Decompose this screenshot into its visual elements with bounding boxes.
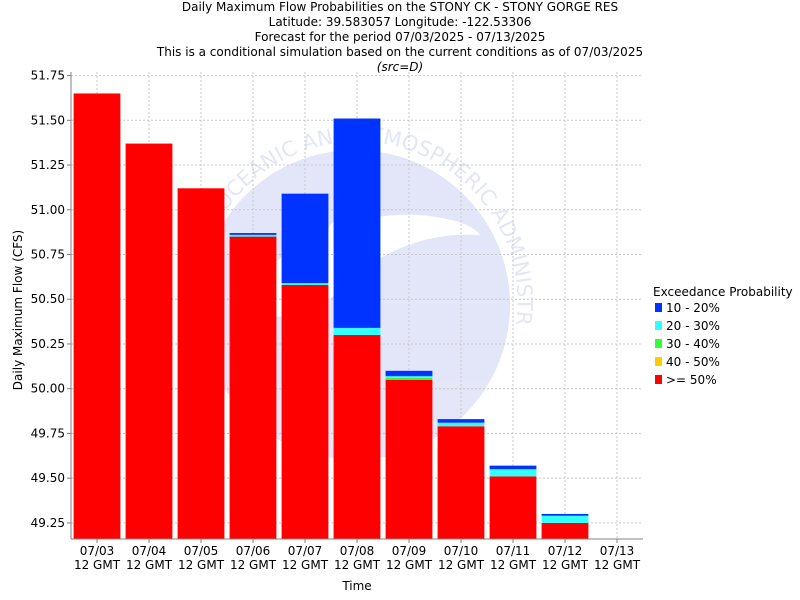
x-tick-label-date: 07/07 bbox=[288, 544, 323, 558]
y-tick-label: 51.00 bbox=[31, 203, 65, 217]
legend-item-label: 30 - 40% bbox=[666, 337, 720, 351]
chart-subtitle-conditions: This is a conditional simulation based o… bbox=[156, 45, 644, 59]
bar-segment-band-10-20 bbox=[229, 233, 277, 235]
y-tick-label: 51.25 bbox=[31, 158, 65, 172]
bar-segment-band-20-30 bbox=[333, 327, 381, 336]
bar-segment-band-ge-50 bbox=[177, 188, 225, 540]
chart-subtitle-period: Forecast for the period 07/03/2025 - 07/… bbox=[254, 30, 546, 44]
y-tick-label: 49.75 bbox=[31, 426, 65, 440]
chart-source-note: (src=D) bbox=[376, 60, 424, 74]
legend-item-label: 40 - 50% bbox=[666, 355, 720, 369]
bar-segment-band-20-30 bbox=[281, 283, 329, 285]
x-tick-label-date: 07/03 bbox=[80, 544, 115, 558]
x-tick-label-time: 12 GMT bbox=[490, 558, 537, 572]
bar-segment-band-20-30 bbox=[489, 469, 537, 477]
x-tick-label-time: 12 GMT bbox=[542, 558, 589, 572]
x-tick-label-time: 12 GMT bbox=[282, 558, 329, 572]
bar-segment-band-ge-50 bbox=[541, 522, 589, 539]
x-tick-label-date: 07/12 bbox=[548, 544, 583, 558]
y-tick-label: 49.25 bbox=[31, 516, 65, 530]
bar-segment-band-ge-50 bbox=[281, 284, 329, 539]
y-tick-label: 49.50 bbox=[31, 471, 65, 485]
y-tick-label: 51.75 bbox=[31, 69, 65, 83]
legend-swatch bbox=[655, 375, 662, 384]
y-tick-label: 51.50 bbox=[31, 113, 65, 127]
bar-segment-band-20-30 bbox=[541, 515, 589, 523]
plot-axes: 49.25 49.50 49.75 50.00 50.25 50.50 50.75 51.00… bbox=[31, 69, 643, 572]
chart-title-block: Daily Maximum Flow Probabilities on the … bbox=[0, 0, 800, 75]
bar-segment-band-ge-50 bbox=[385, 379, 433, 539]
legend-item-label: >= 50% bbox=[666, 373, 717, 387]
bar-segment-band-ge-50 bbox=[229, 236, 277, 539]
legend-item-label: 10 - 20% bbox=[666, 301, 720, 315]
bar-segment-band-10-20 bbox=[281, 193, 329, 284]
bar-segment-band-20-30 bbox=[437, 422, 485, 427]
plot-bars bbox=[73, 93, 589, 540]
y-tick-label: 50.75 bbox=[31, 248, 65, 262]
x-tick-label-date: 07/09 bbox=[392, 544, 427, 558]
legend-title: Exceedance Probability bbox=[653, 285, 793, 299]
x-axis-label: Time bbox=[341, 579, 371, 593]
legend: Exceedance Probability 10 - 20% 20 - 30% 30… bbox=[653, 285, 793, 387]
x-tick-label-date: 07/13 bbox=[600, 544, 635, 558]
legend-swatch bbox=[655, 339, 662, 348]
x-tick-label-time: 12 GMT bbox=[334, 558, 381, 572]
y-axis-label: Daily Maximum Flow (CFS) bbox=[11, 230, 25, 390]
x-tick-label-time: 12 GMT bbox=[74, 558, 121, 572]
chart-subtitle-location: Latitude: 39.583057 Longitude: -122.5330… bbox=[268, 15, 532, 29]
x-tick-label-date: 07/08 bbox=[340, 544, 375, 558]
bar-segment-band-ge-50 bbox=[333, 335, 381, 539]
y-tick-label: 50.25 bbox=[31, 337, 65, 351]
bar-segment-band-20-30 bbox=[385, 376, 433, 378]
x-tick-label-time: 12 GMT bbox=[438, 558, 485, 572]
x-tick-label-time: 12 GMT bbox=[178, 558, 225, 572]
bar-segment-band-30-40 bbox=[385, 377, 433, 380]
legend-swatch bbox=[655, 321, 662, 330]
y-tick-label: 50.00 bbox=[31, 382, 65, 396]
bar-segment-band-20-30 bbox=[229, 234, 277, 237]
chart-title: Daily Maximum Flow Probabilities on the … bbox=[181, 0, 619, 14]
legend-swatch bbox=[655, 303, 662, 312]
y-tick-label: 50.50 bbox=[31, 292, 65, 306]
bar-segment-band-ge-50 bbox=[125, 143, 173, 540]
x-tick-label-time: 12 GMT bbox=[126, 558, 173, 572]
legend-swatch bbox=[655, 357, 662, 366]
x-tick-label-date: 07/06 bbox=[236, 544, 271, 558]
bar-segment-band-10-20 bbox=[437, 419, 485, 423]
bar-segment-band-10-20 bbox=[541, 513, 589, 516]
legend-item-label: 20 - 30% bbox=[666, 319, 720, 333]
x-tick-label-time: 12 GMT bbox=[386, 558, 433, 572]
bar-segment-band-10-20 bbox=[489, 465, 537, 470]
x-tick-label-date: 07/04 bbox=[132, 544, 167, 558]
bar-segment-band-ge-50 bbox=[73, 93, 121, 540]
x-tick-label-date: 07/10 bbox=[444, 544, 479, 558]
bar-segment-band-ge-50 bbox=[489, 476, 537, 539]
x-tick-label-date: 07/11 bbox=[496, 544, 531, 558]
x-tick-label-time: 12 GMT bbox=[594, 558, 641, 572]
x-tick-label-date: 07/05 bbox=[184, 544, 219, 558]
bar-segment-band-10-20 bbox=[385, 370, 433, 377]
bar-segment-band-10-20 bbox=[333, 118, 381, 328]
x-tick-label-time: 12 GMT bbox=[230, 558, 277, 572]
bar-segment-band-ge-50 bbox=[437, 426, 485, 539]
